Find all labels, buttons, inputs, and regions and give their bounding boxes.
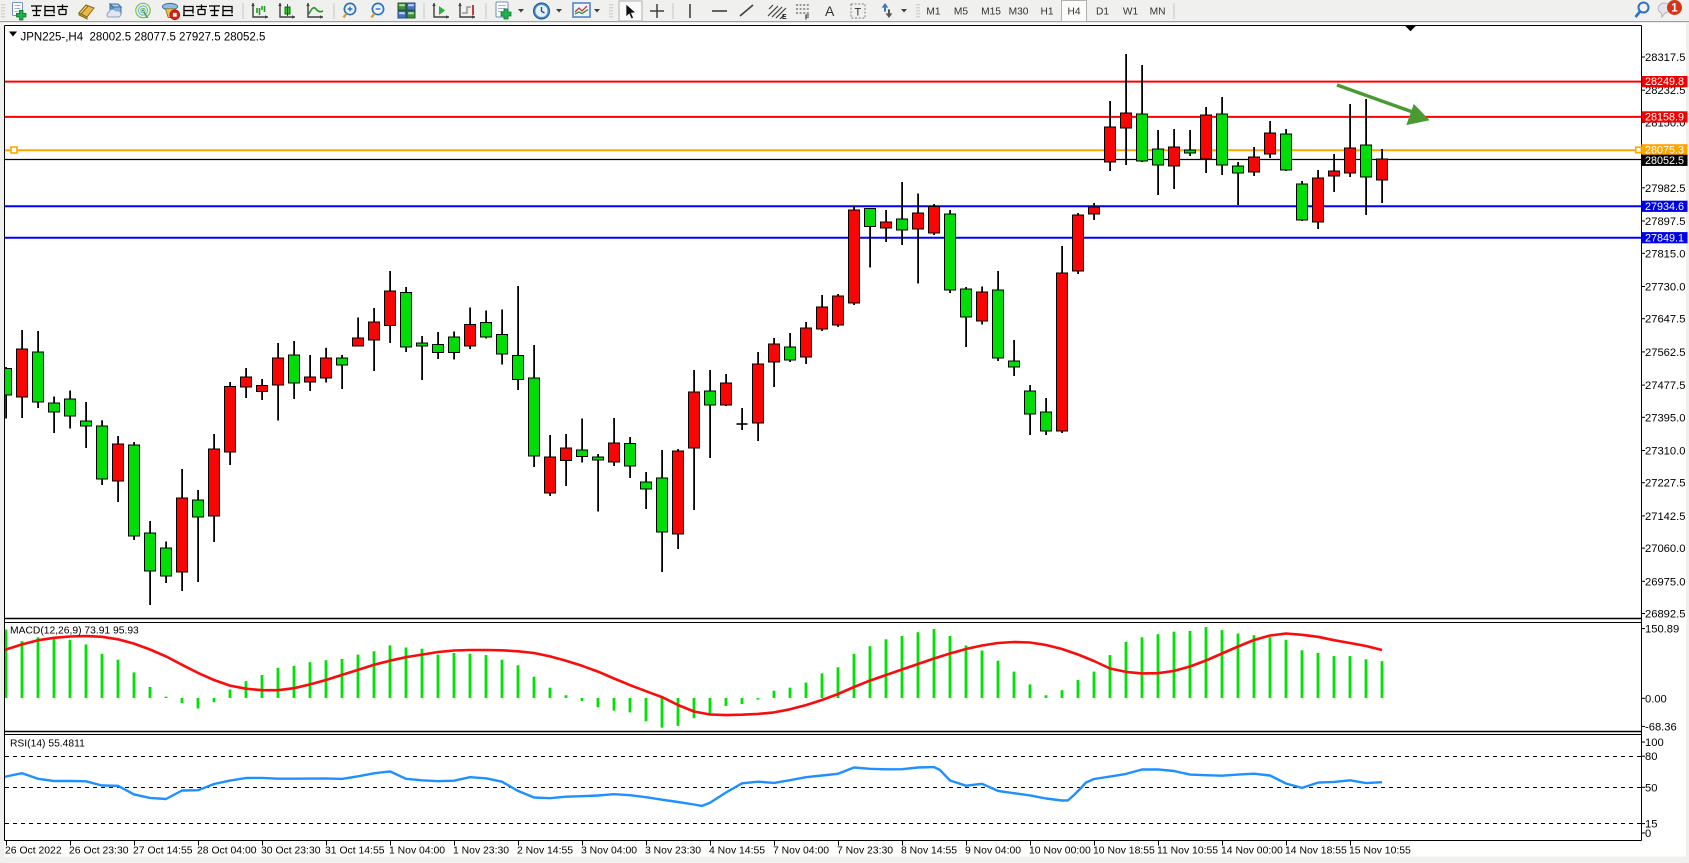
svg-text:H1: H1 [1040, 7, 1053, 18]
svg-text:MACD(12,26,9) 73.91 95.93: MACD(12,26,9) 73.91 95.93 [10, 626, 139, 637]
svg-text:MN: MN [1150, 7, 1166, 18]
svg-text:27310.0: 27310.0 [1645, 446, 1685, 458]
svg-text:A: A [825, 3, 835, 19]
svg-text:28052.5: 28052.5 [1645, 155, 1684, 167]
svg-text:E: E [782, 14, 787, 21]
svg-text:28 Oct 04:00: 28 Oct 04:00 [197, 846, 257, 857]
svg-text:14 Nov 18:55: 14 Nov 18:55 [1285, 846, 1347, 857]
svg-text:27142.5: 27142.5 [1645, 511, 1685, 523]
svg-text:28249.8: 28249.8 [1645, 76, 1684, 88]
svg-text:RSI(14) 55.4811: RSI(14) 55.4811 [10, 739, 85, 750]
svg-text:100: 100 [1645, 737, 1664, 749]
svg-text:14 Nov 00:00: 14 Nov 00:00 [1221, 846, 1283, 857]
svg-text:15: 15 [1645, 819, 1657, 831]
svg-text:31 Oct 14:55: 31 Oct 14:55 [325, 846, 385, 857]
svg-text:27897.5: 27897.5 [1645, 216, 1685, 228]
svg-text:28075.3: 28075.3 [1645, 144, 1684, 156]
svg-text:11 Nov 10:55: 11 Nov 10:55 [1157, 846, 1218, 857]
svg-text:H4: H4 [1067, 7, 1080, 18]
svg-text:27395.0: 27395.0 [1645, 412, 1685, 424]
svg-text:F: F [805, 15, 810, 22]
svg-text:1 Nov 04:00: 1 Nov 04:00 [389, 846, 445, 857]
svg-text:3 Nov 04:00: 3 Nov 04:00 [581, 846, 637, 857]
svg-text:M15: M15 [981, 7, 1001, 18]
svg-text:26 Oct 2022: 26 Oct 2022 [5, 846, 62, 857]
svg-text:28150.0: 28150.0 [1645, 117, 1685, 129]
svg-text:27849.1: 27849.1 [1645, 232, 1684, 244]
svg-text:3 Nov 23:30: 3 Nov 23:30 [645, 846, 701, 857]
svg-text:27060.0: 27060.0 [1645, 543, 1685, 555]
svg-text:7 Nov 23:30: 7 Nov 23:30 [837, 846, 893, 857]
svg-text:7 Nov 04:00: 7 Nov 04:00 [773, 846, 829, 857]
svg-text:D1: D1 [1096, 7, 1109, 18]
svg-text:10 Nov 00:00: 10 Nov 00:00 [1029, 846, 1091, 857]
svg-text:27730.0: 27730.0 [1645, 282, 1685, 294]
svg-text:27934.6: 27934.6 [1645, 201, 1684, 213]
svg-text:28158.9: 28158.9 [1645, 112, 1684, 124]
svg-text:W1: W1 [1123, 7, 1139, 18]
svg-text:80: 80 [1645, 751, 1657, 763]
svg-text:9 Nov 04:00: 9 Nov 04:00 [965, 846, 1021, 857]
svg-text:30 Oct 23:30: 30 Oct 23:30 [261, 846, 321, 857]
svg-text:26975.0: 26975.0 [1645, 576, 1685, 588]
svg-text:1 Nov 23:30: 1 Nov 23:30 [453, 846, 509, 857]
svg-text:50: 50 [1645, 782, 1657, 794]
svg-text:1: 1 [1671, 3, 1678, 15]
svg-text:T: T [855, 7, 862, 19]
svg-text:10 Nov 18:55: 10 Nov 18:55 [1093, 846, 1155, 857]
svg-text:JPN225-,H4 28002.5 28077.5 27: JPN225-,H4 28002.5 28077.5 27927.5 28052… [21, 32, 266, 44]
svg-text:150.89: 150.89 [1645, 624, 1679, 636]
svg-text:0.00: 0.00 [1645, 693, 1667, 705]
svg-text:M1: M1 [926, 7, 940, 18]
svg-text:2 Nov 14:55: 2 Nov 14:55 [517, 846, 573, 857]
svg-text:27982.5: 27982.5 [1645, 183, 1685, 195]
svg-text:28232.5: 28232.5 [1645, 85, 1685, 97]
svg-text:26 Oct 23:30: 26 Oct 23:30 [69, 846, 129, 857]
svg-text:M30: M30 [1009, 7, 1029, 18]
svg-text:27815.0: 27815.0 [1645, 248, 1685, 260]
svg-text:-68.36: -68.36 [1645, 721, 1677, 733]
svg-text:27647.5: 27647.5 [1645, 314, 1685, 326]
svg-text:4 Nov 14:55: 4 Nov 14:55 [709, 846, 765, 857]
svg-text:8 Nov 14:55: 8 Nov 14:55 [901, 846, 957, 857]
svg-text:27477.5: 27477.5 [1645, 380, 1685, 392]
svg-text:27 Oct 14:55: 27 Oct 14:55 [133, 846, 193, 857]
svg-text:26892.5: 26892.5 [1645, 609, 1685, 621]
svg-text:27562.5: 27562.5 [1645, 347, 1685, 359]
svg-text:M5: M5 [954, 7, 968, 18]
svg-text:0: 0 [1645, 828, 1651, 840]
svg-text:27227.5: 27227.5 [1645, 478, 1685, 490]
svg-text:28317.5: 28317.5 [1645, 52, 1685, 64]
svg-text:15 Nov 10:55: 15 Nov 10:55 [1349, 846, 1411, 857]
